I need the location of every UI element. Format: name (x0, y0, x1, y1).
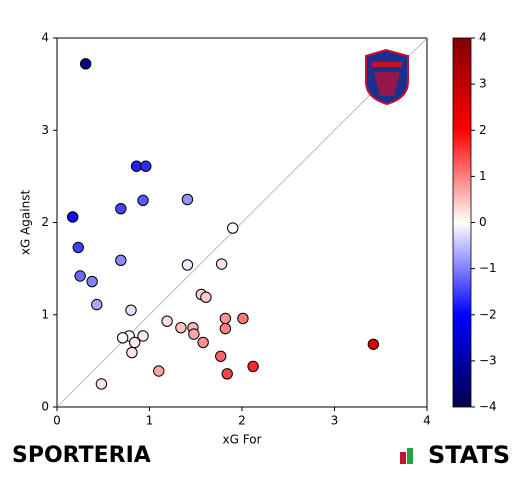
point (116, 332, 129, 344)
y-tick-label: 4 (41, 31, 49, 45)
point (129, 336, 141, 349)
point (115, 254, 127, 267)
point (74, 270, 86, 282)
point (140, 160, 152, 172)
point (200, 291, 212, 303)
point (219, 322, 232, 335)
y-tick-label: 1 (41, 307, 49, 321)
colorbar-tick-label: 1 (479, 169, 487, 183)
point (175, 321, 187, 334)
club-badge (365, 48, 409, 106)
x-tick-label: 4 (423, 414, 431, 428)
point (115, 202, 127, 215)
colorbar-tick-label: −4 (479, 400, 497, 414)
x-tick-label: 3 (331, 414, 339, 428)
point (161, 315, 173, 327)
footer-left: SPORTERIA (12, 443, 151, 468)
y-tick-label: 2 (41, 215, 49, 229)
point (219, 312, 232, 325)
point (215, 258, 228, 270)
colorbar-tick-label: −1 (479, 261, 497, 275)
point (126, 346, 138, 359)
y-axis-label: xG Against (19, 190, 33, 256)
y-tick-label: 3 (41, 123, 49, 137)
point (227, 222, 239, 234)
colorbar-tick-label: −3 (479, 353, 497, 367)
x-tick-label: 2 (238, 414, 246, 428)
point (137, 330, 149, 342)
point (215, 350, 227, 362)
point (181, 259, 194, 271)
point (367, 338, 380, 350)
x-tick-label: 0 (53, 414, 61, 428)
point (221, 368, 233, 380)
colorbar-tick-label: 0 (479, 215, 487, 229)
point (125, 304, 137, 316)
point (86, 275, 98, 288)
point (137, 194, 149, 207)
point (67, 211, 79, 223)
point (181, 193, 194, 206)
diagonal (56, 37, 428, 408)
y-tick-label: 0 (41, 400, 49, 414)
point (79, 58, 92, 70)
colorbar-tick-label: 3 (479, 77, 487, 91)
colorbar-tick-label: 2 (479, 123, 487, 137)
point (188, 328, 200, 340)
point (95, 378, 108, 390)
point (72, 241, 84, 254)
x-axis-label: xG For (223, 433, 262, 447)
colorbar-tick-label: 4 (479, 31, 487, 45)
colorbar (452, 37, 472, 408)
point (247, 360, 259, 373)
x-tick-label: 1 (146, 414, 154, 428)
point (153, 365, 165, 377)
footer-right: STATS (428, 441, 510, 469)
point (91, 298, 103, 311)
stats-logo (400, 448, 413, 464)
colorbar-tick-label: −2 (479, 307, 497, 321)
point (237, 312, 249, 325)
point (197, 336, 209, 349)
